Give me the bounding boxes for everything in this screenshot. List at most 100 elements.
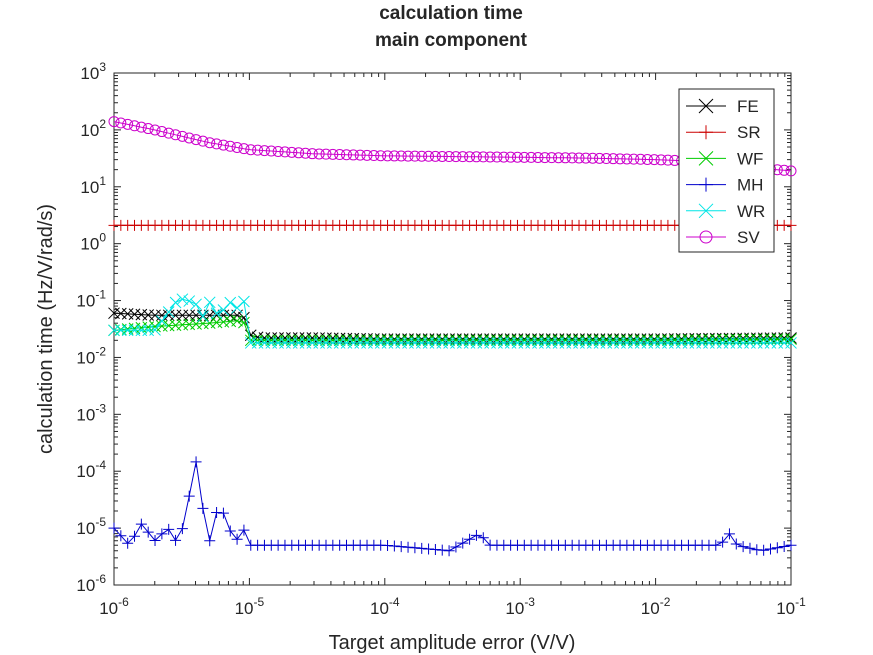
data-point — [655, 154, 667, 166]
data-point — [210, 307, 223, 320]
data-point — [758, 544, 770, 556]
chart-title-line-1: calculation time — [379, 3, 523, 24]
data-point — [477, 532, 489, 544]
data-point — [190, 456, 202, 468]
data-point — [470, 529, 482, 541]
data-point — [744, 542, 756, 554]
data-point — [183, 132, 195, 144]
data-point — [169, 296, 182, 309]
data-point — [587, 152, 599, 164]
y-tick-label: 100 — [80, 231, 106, 254]
data-point — [217, 139, 229, 151]
data-point — [723, 528, 735, 540]
y-tick-label: 10-2 — [76, 344, 106, 367]
data-point — [368, 150, 380, 162]
data-point — [546, 152, 558, 164]
data-point — [347, 149, 359, 161]
data-point — [416, 542, 428, 554]
data-point — [320, 148, 332, 160]
data-point — [464, 151, 476, 163]
data-point — [710, 539, 722, 551]
y-axis-label: calculation time (Hz/V/rad/s) — [35, 204, 57, 454]
data-point — [429, 150, 441, 162]
data-point — [539, 152, 551, 164]
data-point — [511, 151, 523, 163]
data-point — [484, 151, 496, 163]
data-point — [135, 121, 147, 133]
data-point — [436, 544, 448, 556]
data-point — [423, 150, 435, 162]
data-point — [395, 150, 407, 162]
data-point — [699, 125, 713, 140]
data-point — [470, 151, 482, 163]
data-point — [764, 543, 776, 555]
data-point — [648, 154, 660, 166]
data-point — [416, 150, 428, 162]
data-point — [464, 533, 476, 545]
data-point — [785, 165, 797, 177]
data-point — [238, 524, 250, 536]
series-mh — [108, 456, 797, 557]
data-point — [477, 151, 489, 163]
data-point — [525, 151, 537, 163]
data-point — [614, 153, 626, 165]
x-tick-label: 10-4 — [370, 595, 400, 618]
data-point — [395, 541, 407, 553]
data-point — [265, 145, 277, 157]
y-tick-label: 103 — [80, 60, 106, 83]
legend-label: WR — [737, 202, 765, 221]
legend-box — [678, 88, 775, 253]
data-point — [778, 540, 790, 552]
data-point — [142, 526, 154, 538]
data-point — [122, 537, 134, 549]
data-point — [409, 150, 421, 162]
y-tick-label: 10-1 — [76, 288, 106, 311]
data-point — [272, 145, 284, 157]
legend-item-sv: SV — [686, 228, 760, 247]
data-point — [135, 518, 147, 530]
data-point — [327, 148, 339, 160]
data-point — [176, 130, 188, 142]
data-point — [641, 153, 653, 165]
data-point — [162, 306, 175, 318]
legend-item-sr: SR — [686, 123, 761, 142]
data-point — [156, 528, 168, 540]
chart-title-line-2: main component — [375, 30, 528, 51]
data-point — [717, 536, 729, 548]
legend-item-wf: WF — [686, 149, 763, 168]
data-point — [231, 314, 243, 327]
data-point — [698, 98, 714, 114]
y-tick-label: 10-4 — [76, 458, 106, 481]
data-point — [306, 148, 318, 160]
data-point — [108, 522, 120, 534]
data-point — [238, 295, 250, 308]
y-axis: 10-6 10-5 10-4 10-3 10-2 10-1 100 101 102 103 — [76, 60, 791, 595]
data-point — [279, 146, 291, 158]
data-point — [429, 544, 441, 556]
data-point — [778, 164, 790, 176]
data-point — [224, 140, 236, 152]
data-point — [388, 540, 400, 552]
x-tick-label: 10-3 — [505, 595, 535, 618]
data-point — [197, 135, 209, 147]
data-point — [224, 525, 236, 537]
data-point — [785, 539, 797, 551]
data-point — [402, 150, 414, 162]
data-point — [197, 310, 209, 323]
data-point — [183, 490, 195, 502]
data-point — [785, 332, 797, 344]
data-point — [293, 147, 305, 159]
legend-label: MH — [737, 176, 763, 195]
x-tick-label: 10-6 — [99, 595, 129, 618]
data-point — [457, 151, 469, 163]
data-point — [231, 141, 243, 153]
data-point — [204, 535, 216, 547]
data-point — [375, 150, 387, 162]
data-point — [552, 152, 564, 164]
data-point — [149, 534, 161, 546]
data-point — [176, 293, 189, 306]
data-point — [505, 151, 517, 163]
data-point — [334, 149, 346, 161]
series-layer — [108, 116, 797, 557]
data-point — [231, 533, 243, 545]
